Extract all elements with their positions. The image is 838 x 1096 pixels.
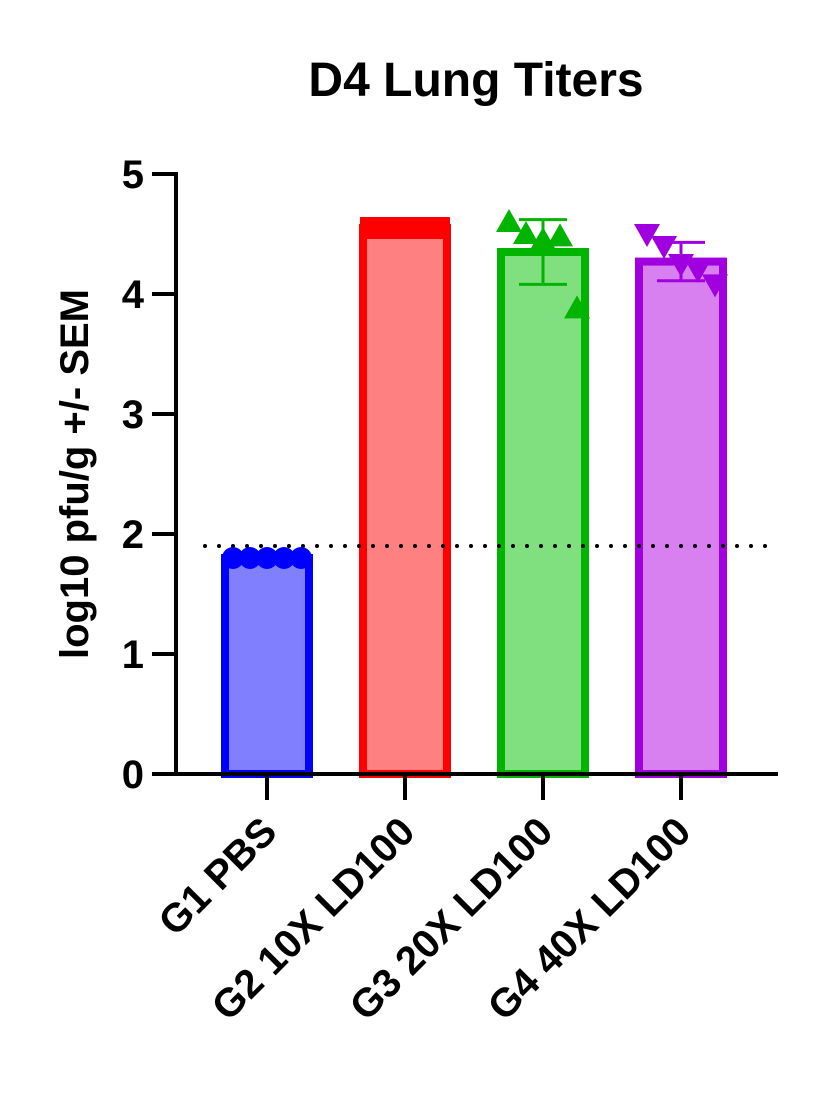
data-point-g4-2	[651, 236, 677, 259]
bar-3	[497, 248, 589, 778]
data-point-g4-4	[685, 260, 711, 283]
bar-4	[635, 257, 727, 779]
data-point-g4-1	[634, 224, 660, 247]
data-point-g2-5	[428, 217, 450, 239]
bar-1	[221, 554, 313, 778]
data-point-g4-5	[702, 274, 728, 298]
y-tick-label: 2	[122, 513, 144, 557]
chart-title: D4 Lung Titers	[308, 54, 643, 107]
data-point-g3-5	[564, 295, 590, 319]
bar-2	[359, 224, 451, 778]
y-tick-label: 5	[122, 153, 144, 197]
data-point-g3-2	[513, 221, 539, 244]
data-point-g3-4	[547, 223, 573, 247]
data-point-g2-3	[394, 217, 416, 239]
data-point-g1-3	[256, 547, 278, 569]
data-point-g3-1	[496, 209, 522, 232]
y-tick-label: 1	[122, 633, 144, 677]
data-point-g1-5	[290, 547, 312, 569]
y-tick-label: 0	[122, 753, 144, 797]
data-point-g2-2	[377, 217, 399, 239]
x-tick-label: G1 PBS	[151, 809, 286, 944]
data-point-g2-1	[360, 217, 382, 239]
y-tick-label: 4	[122, 273, 145, 317]
data-point-g1-1	[222, 547, 244, 569]
data-point-g4-3	[668, 254, 694, 277]
data-point-g1-4	[273, 547, 295, 569]
y-tick-label: 3	[122, 393, 144, 437]
y-axis-label: log10 pfu/g +/- SEM	[53, 289, 97, 659]
data-point-g1-2	[239, 547, 261, 569]
data-point-g2-4	[411, 217, 433, 239]
